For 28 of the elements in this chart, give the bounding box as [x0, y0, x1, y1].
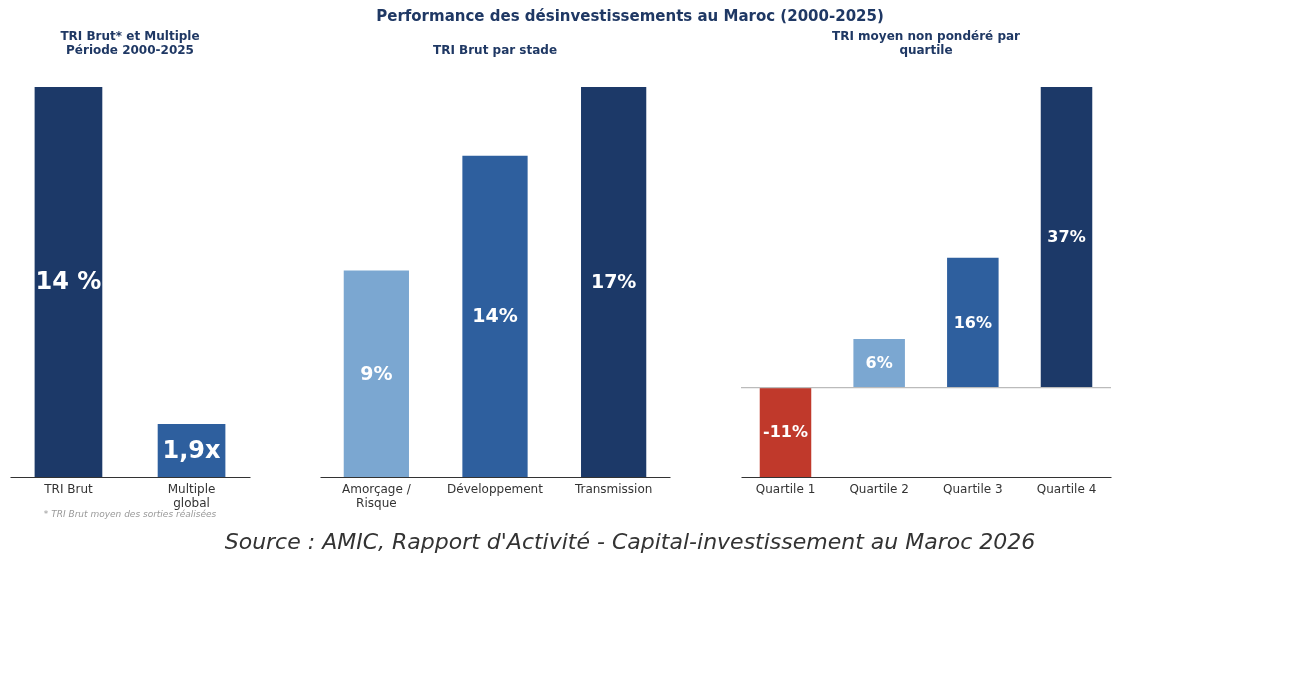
data-label: 6% [865, 353, 893, 373]
source-note: Source : AMIC, Rapport d'Activité - Capital-investissement au Maroc 2026 [224, 529, 1036, 554]
x-tick-label: TRI Brut [43, 481, 93, 496]
x-tick-label: Développement [447, 481, 544, 496]
x-tick-label: Quartile 3 [943, 481, 1003, 496]
bar [1040, 87, 1093, 388]
bar [759, 387, 812, 477]
data-label: 14% [472, 304, 518, 327]
x-tick-label: Quartile 2 [849, 481, 909, 496]
chart-title: Performance des désinvestissements au Maroc (2000-2025) [376, 7, 884, 25]
chart-subtitle: TRI Brut* et Multiple Période 2000-2025 [60, 29, 200, 57]
x-tick-label: Transmission [573, 481, 653, 496]
x-tick-label: Quartile 4 [1036, 481, 1097, 496]
chart-subtitle: TRI moyen non pondéré par quartile [832, 29, 1021, 57]
data-label: 17% [590, 270, 637, 292]
data-label: 16% [953, 312, 992, 332]
data-label: 37% [1047, 227, 1086, 247]
data-label: 1,9x [162, 435, 222, 464]
bar [853, 338, 905, 388]
data-label: 9% [360, 361, 393, 384]
text: * TRI Brut moyen des sorties réalisées [43, 509, 217, 519]
data-label: 14 % [35, 267, 102, 295]
bar [947, 257, 999, 388]
x-tick-label: Quartile 1 [755, 481, 816, 496]
x-tick-label: Multiple global [167, 481, 216, 510]
data-label: -11% [763, 422, 808, 442]
chart-subtitle: TRI Brut par stade [432, 43, 558, 57]
x-tick-label: Amorçage / Risque [342, 481, 412, 510]
